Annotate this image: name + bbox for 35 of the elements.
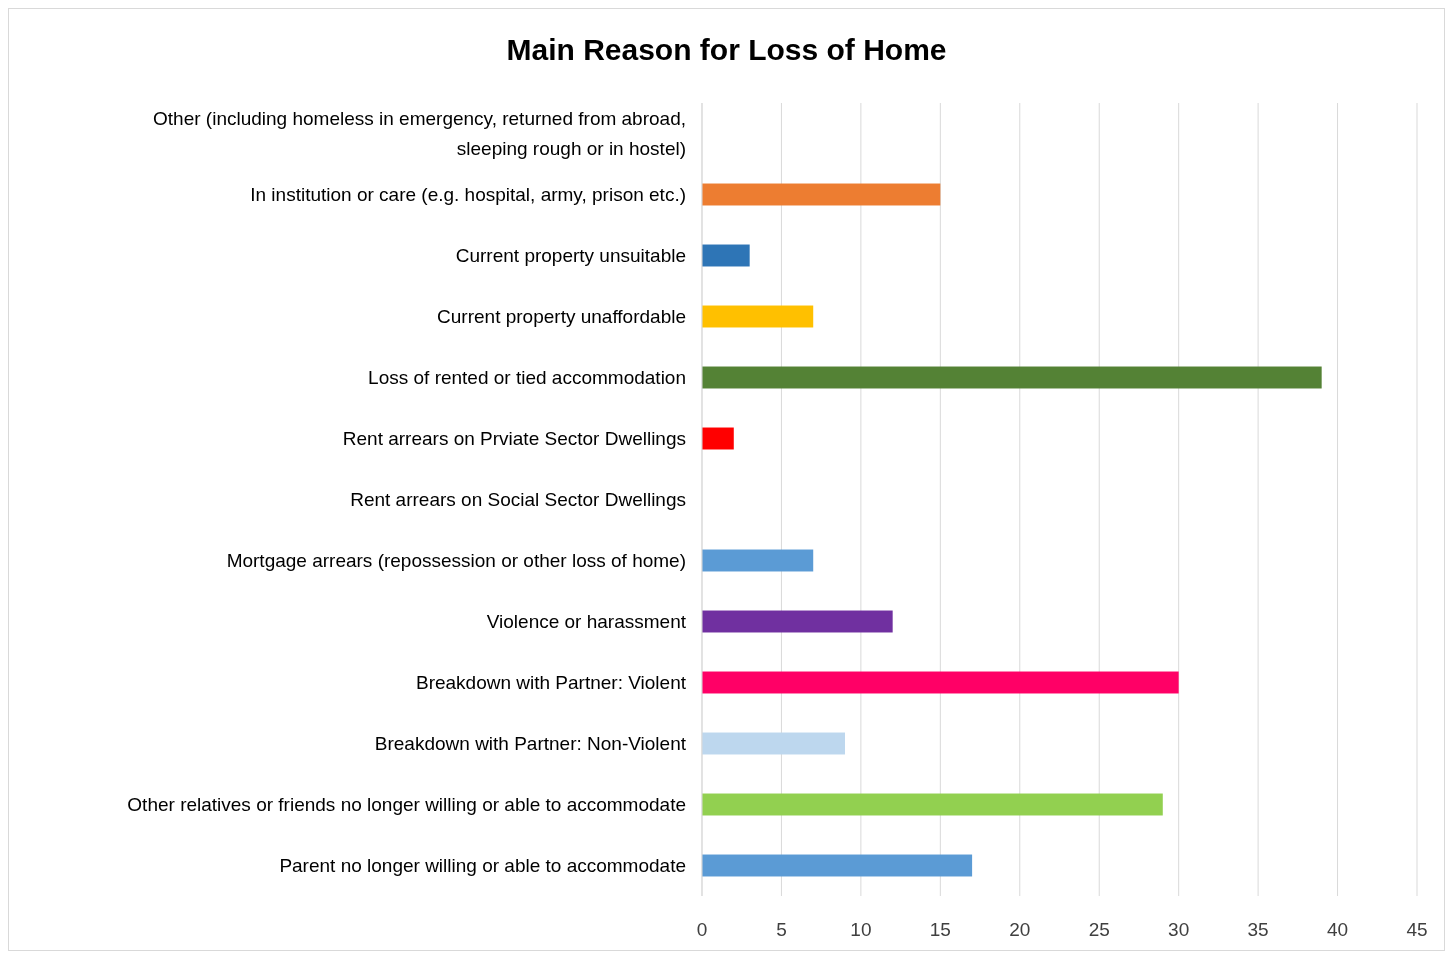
bar xyxy=(702,366,1322,389)
y-tick-label: Mortgage arrears (repossession or other loss of home) xyxy=(226,550,686,572)
bar xyxy=(702,671,1179,694)
y-tick-label: Other relatives or friends no longer willing or able to accommodate xyxy=(127,794,686,816)
y-tick-label: Breakdown with Partner: Violent xyxy=(415,672,687,694)
y-tick-label: Breakdown with Partner: Non-Violent xyxy=(374,733,687,755)
x-tick-label: 10 xyxy=(850,919,872,940)
y-tick-label: Current property unaffordable xyxy=(437,306,686,328)
y-tick-label: Rent arrears on Social Sector Dwellings xyxy=(350,489,686,511)
chart-title: Main Reason for Loss of Home xyxy=(506,33,947,66)
x-tick-label: 20 xyxy=(1009,919,1031,940)
y-tick-label: Violence or harassment xyxy=(486,611,687,633)
y-tick-label: Parent no longer willing or able to accommodate xyxy=(279,855,686,877)
bar xyxy=(702,305,814,328)
x-tick-label: 35 xyxy=(1247,919,1269,940)
bar xyxy=(702,427,734,450)
bar xyxy=(702,732,845,755)
bar xyxy=(702,549,814,572)
bar xyxy=(702,793,1163,816)
x-tick-label: 15 xyxy=(929,919,951,940)
y-tick-label: Rent arrears on Prviate Sector Dwellings xyxy=(342,428,686,450)
x-tick-label: 45 xyxy=(1406,919,1428,940)
x-tick-label: 30 xyxy=(1168,919,1190,940)
x-tick-label: 40 xyxy=(1326,919,1349,940)
x-tick-label: 25 xyxy=(1088,919,1110,940)
y-tick-label: Other (including homeless in emergency, returned from abroad, sleeping rough or in hostel) xyxy=(153,108,686,159)
y-tick-label: Current property unsuitable xyxy=(455,245,686,267)
bar xyxy=(702,610,893,633)
x-tick-label: 0 xyxy=(696,919,708,940)
bar xyxy=(702,244,750,267)
bar xyxy=(702,854,973,877)
y-tick-label: Loss of rented or tied accommodation xyxy=(368,367,686,389)
bar xyxy=(702,183,941,206)
x-tick-label: 5 xyxy=(776,919,787,940)
y-tick-label: In institution or care (e.g. hospital, army, prison etc.) xyxy=(250,184,686,206)
